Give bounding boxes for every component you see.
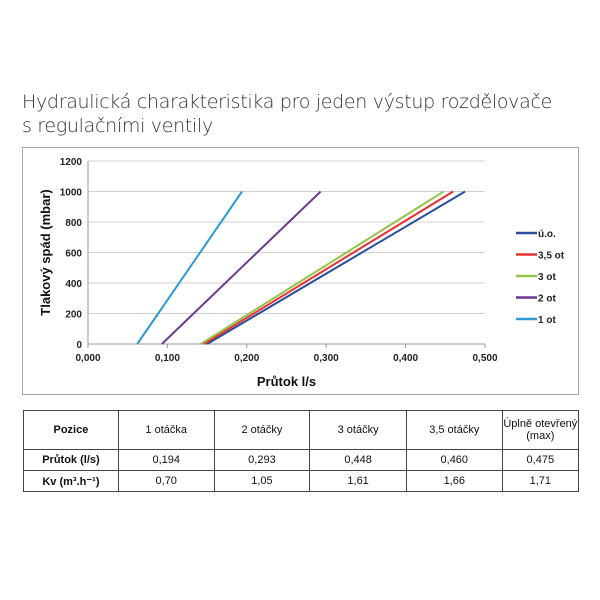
table-header-cell: Pozice bbox=[23, 410, 119, 450]
table-cell: 1,66 bbox=[405, 470, 503, 492]
table-cell: 0,448 bbox=[309, 449, 407, 471]
x-tick-label: 0,400 bbox=[393, 353, 418, 364]
x-tick-label: 0,300 bbox=[314, 353, 339, 364]
table-cell: 1,61 bbox=[309, 470, 407, 492]
series-line bbox=[203, 190, 454, 345]
x-tick-label: 0,500 bbox=[472, 353, 497, 364]
series-line bbox=[206, 190, 466, 345]
title-line-2: s regulačními ventily bbox=[22, 115, 213, 137]
x-tick-label: 0,200 bbox=[234, 353, 259, 364]
table-row: Průtok (l/s) 0,194 0,293 0,448 0,460 0,475 bbox=[23, 449, 580, 471]
y-axis-label: Tlakový spád (mbar) bbox=[38, 189, 53, 315]
legend-label: 3 ot bbox=[538, 272, 556, 283]
y-tick-label: 1200 bbox=[60, 157, 83, 168]
table-header-cell: 1 otáčka bbox=[117, 410, 215, 450]
y-tick-label: 400 bbox=[65, 279, 82, 290]
series-line bbox=[200, 190, 445, 345]
legend-label: ú.o. bbox=[538, 229, 556, 240]
y-tick-label: 1000 bbox=[60, 188, 83, 199]
table-cell: 1,05 bbox=[213, 470, 311, 492]
series-line bbox=[161, 190, 322, 345]
x-axis-label: Průtok l/s bbox=[257, 374, 316, 389]
chart-area bbox=[22, 147, 579, 395]
table-header-cell: 3 otáčky bbox=[309, 410, 407, 450]
y-tick-label: 600 bbox=[65, 249, 82, 260]
row-label: Kv (m³.h⁻¹) bbox=[23, 470, 119, 492]
y-tick-label: 200 bbox=[65, 310, 82, 321]
table-header-row: Pozice 1 otáčka 2 otáčky 3 otáčky 3,5 otáčky… bbox=[23, 410, 580, 450]
table-header-cell: Úplně otevřený (max) bbox=[501, 410, 580, 450]
y-tick-label: 800 bbox=[65, 218, 82, 229]
table-cell: 0,293 bbox=[213, 449, 311, 471]
series-line bbox=[136, 190, 243, 345]
y-tick-label: 0 bbox=[76, 340, 82, 351]
x-tick-label: 0,100 bbox=[155, 353, 180, 364]
table-cell: 0,475 bbox=[501, 449, 580, 471]
table-header-cell: 2 otáčky bbox=[213, 410, 311, 450]
row-label: Průtok (l/s) bbox=[23, 449, 119, 471]
table-header-cell: 3,5 otáčky bbox=[405, 410, 503, 450]
table-cell: 0,194 bbox=[117, 449, 215, 471]
chart-title: Hydraulická charakteristika pro jeden vý… bbox=[22, 90, 552, 138]
table-row: Kv (m³.h⁻¹) 0,70 1,05 1,61 1,66 1,71 bbox=[23, 470, 580, 492]
x-tick-label: 0,000 bbox=[75, 353, 100, 364]
data-table: Pozice 1 otáčka 2 otáčky 3 otáčky 3,5 otáčky… bbox=[23, 410, 580, 492]
table-cell: 1,71 bbox=[501, 470, 580, 492]
table-cell: 0,70 bbox=[117, 470, 215, 492]
table-cell: 0,460 bbox=[405, 449, 503, 471]
legend-label: 2 ot bbox=[538, 294, 556, 305]
legend-label: 3,5 ot bbox=[538, 251, 565, 262]
legend-label: 1 ot bbox=[538, 315, 556, 326]
title-line-1: Hydraulická charakteristika pro jeden vý… bbox=[22, 91, 553, 113]
